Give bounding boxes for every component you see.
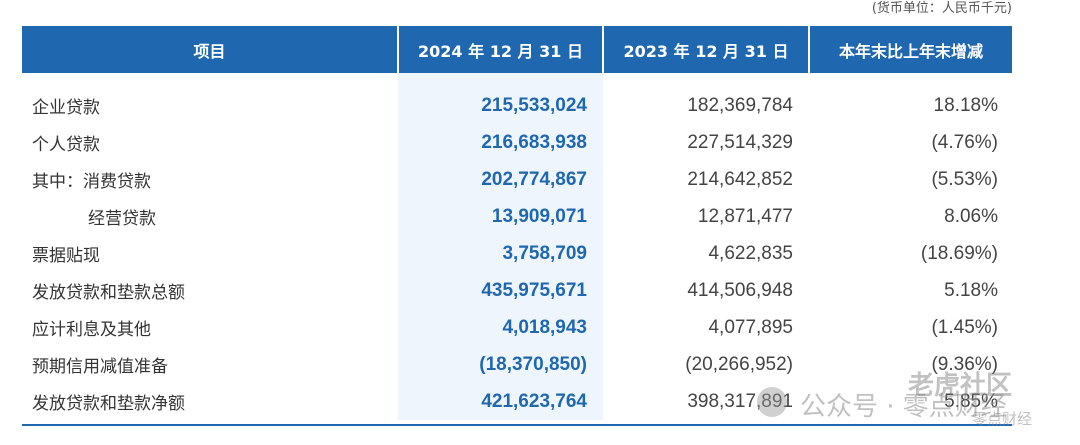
- table-row: 发放贷款和垫款总额 435,975,671 414,506,948 5.18%: [22, 272, 1012, 309]
- value-2024: 216,683,938: [398, 124, 603, 161]
- header-change: 本年末比上年末增减: [809, 26, 1012, 73]
- row-label: 个人贷款: [32, 135, 100, 155]
- table-row: 应计利息及其他 4,018,943 4,077,895 (1.45%): [22, 309, 1012, 346]
- value-change: (4.76%): [931, 131, 998, 153]
- value-2023: (20,266,952): [685, 353, 793, 375]
- currency-unit-note: (货币单位：人民币千元): [871, 1, 1012, 16]
- row-label: 经营贷款: [88, 209, 156, 229]
- value-2024: 215,533,024: [398, 87, 603, 124]
- value-change: (5.53%): [931, 168, 998, 190]
- value-change: (1.45%): [931, 316, 998, 338]
- value-2024: 13,909,071: [398, 198, 603, 235]
- watermark-icon: [757, 387, 787, 417]
- row-label: 其中：消费贷款: [32, 172, 151, 192]
- value-2023: 398,317,891: [687, 390, 793, 412]
- row-label: 票据贴现: [32, 246, 100, 266]
- watermark-text: 公众号 · 零点财经: [800, 392, 1007, 422]
- row-label: 企业贷款: [32, 98, 100, 118]
- table-row: 预期信用减值准备 (18,370,850) (20,266,952) (9.36…: [22, 346, 1012, 383]
- header-item: 项目: [22, 26, 399, 73]
- value-2023: 4,077,895: [708, 316, 793, 338]
- table-row: 经营贷款 13,909,071 12,871,477 8.06%: [22, 198, 1012, 235]
- value-change: 5.85%: [944, 390, 998, 412]
- watermark-logo: 老虎社区: [908, 371, 1013, 401]
- watermark-sub: 零点财经: [972, 410, 1033, 428]
- value-2024: 202,774,867: [398, 161, 603, 198]
- value-change: (18.69%): [920, 242, 998, 264]
- value-2023: 214,642,852: [687, 168, 793, 190]
- value-2023: 227,514,329: [687, 131, 793, 153]
- table-bottom-rule: [22, 424, 1012, 426]
- value-2024: 4,018,943: [398, 309, 603, 346]
- value-2024: (18,370,850): [398, 346, 603, 383]
- table-row: 其中：消费贷款 202,774,867 214,642,852 (5.53%): [22, 161, 1012, 198]
- value-2024: 421,623,764: [398, 383, 603, 420]
- value-2023: 182,369,784: [687, 94, 793, 116]
- row-label: 发放贷款和垫款总额: [32, 283, 185, 303]
- value-2023: 414,506,948: [687, 279, 793, 301]
- value-change: (9.36%): [931, 353, 998, 375]
- row-label: 应计利息及其他: [32, 320, 151, 340]
- table-row: 企业贷款 215,533,024 182,369,784 18.18%: [22, 87, 1012, 124]
- value-change: 5.18%: [944, 279, 998, 301]
- loans-table: 项目 2024 年 12 月 31 日 2023 年 12 月 31 日 本年末…: [22, 26, 1012, 420]
- row-label: 发放贷款和垫款净额: [32, 394, 185, 414]
- value-2024: 3,758,709: [398, 235, 603, 272]
- value-2023: 4,622,835: [708, 242, 793, 264]
- value-change: 18.18%: [933, 94, 998, 116]
- value-2024: 435,975,671: [398, 272, 603, 309]
- value-2023: 12,871,477: [697, 205, 793, 227]
- header-2024: 2024 年 12 月 31 日: [398, 26, 604, 73]
- header-2023: 2023 年 12 月 31 日: [603, 26, 810, 73]
- table-row: 票据贴现 3,758,709 4,622,835 (18.69%): [22, 235, 1012, 272]
- table-row: 个人贷款 216,683,938 227,514,329 (4.76%): [22, 124, 1012, 161]
- value-change: 8.06%: [944, 205, 998, 227]
- table-header-row: 项目 2024 年 12 月 31 日 2023 年 12 月 31 日 本年末…: [22, 26, 1012, 73]
- row-label: 预期信用减值准备: [32, 357, 168, 377]
- table-row: 发放贷款和垫款净额 421,623,764 398,317,891 5.85%: [22, 383, 1012, 420]
